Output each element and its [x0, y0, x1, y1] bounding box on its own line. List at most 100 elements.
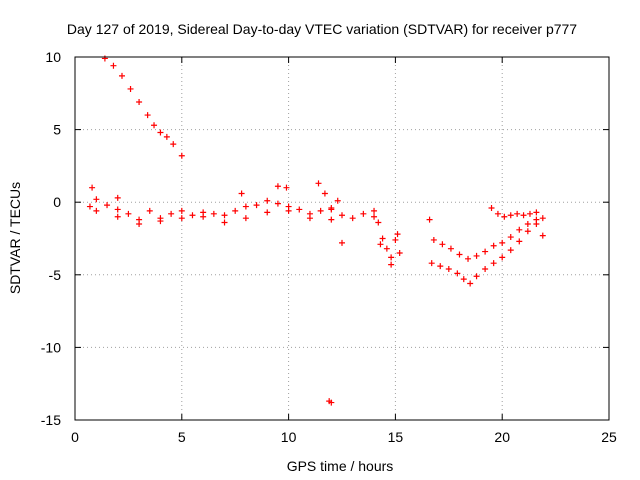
data-point	[533, 220, 540, 227]
data-point	[93, 196, 100, 203]
data-point	[371, 207, 378, 214]
data-point	[473, 252, 480, 259]
data-point	[136, 220, 143, 227]
x-tick-label: 25	[601, 429, 617, 445]
y-tick-label: 5	[53, 122, 61, 138]
data-point	[178, 152, 185, 159]
data-point	[383, 245, 390, 252]
data-point	[86, 203, 93, 210]
data-point	[507, 247, 514, 254]
data-point	[253, 202, 260, 209]
data-point	[482, 248, 489, 255]
data-point	[210, 210, 217, 217]
data-point	[339, 212, 345, 219]
data-point	[151, 122, 158, 129]
data-point	[328, 205, 335, 212]
data-point	[392, 236, 399, 243]
data-points	[86, 55, 546, 406]
data-point	[524, 220, 531, 227]
x-tick-label: 20	[494, 429, 510, 445]
data-point	[467, 280, 474, 287]
data-point	[524, 228, 531, 235]
data-point	[460, 276, 467, 283]
data-point	[296, 206, 303, 213]
data-point	[317, 207, 324, 214]
data-point	[189, 212, 196, 219]
data-point	[514, 210, 521, 217]
data-point	[430, 236, 437, 243]
data-point	[157, 218, 164, 225]
data-point	[178, 207, 185, 214]
data-point	[242, 215, 249, 222]
data-point	[490, 260, 497, 267]
data-point	[454, 270, 461, 277]
data-point	[232, 207, 239, 214]
data-point	[306, 215, 313, 222]
x-tick-label: 10	[281, 429, 297, 445]
data-point	[533, 209, 540, 216]
data-point	[125, 210, 132, 217]
data-point	[516, 238, 523, 245]
y-tick-label: -5	[49, 267, 62, 283]
data-point	[490, 242, 497, 249]
data-point	[285, 207, 292, 214]
y-tick-label: 0	[53, 194, 61, 210]
data-point	[114, 194, 121, 201]
data-point	[360, 210, 367, 217]
data-point	[482, 265, 489, 272]
data-point	[473, 273, 480, 280]
series-segment-14-15-3	[371, 213, 403, 268]
data-point	[114, 213, 121, 220]
data-point	[499, 239, 506, 246]
series-descending-arc	[101, 55, 185, 159]
data-point	[283, 184, 290, 191]
data-point	[465, 255, 472, 262]
series-dip-segment-lower	[428, 220, 540, 287]
data-point	[110, 62, 117, 69]
chart-title: Day 127 of 2019, Sidereal Day-to-day VTE…	[67, 21, 577, 37]
data-point	[445, 265, 452, 272]
data-point	[494, 210, 501, 217]
series-upper-arc-19-5-22	[488, 205, 546, 239]
x-tick-label: 5	[178, 429, 186, 445]
data-point	[428, 260, 435, 267]
data-point	[507, 234, 514, 241]
data-point	[396, 250, 403, 257]
data-point	[437, 263, 444, 270]
x-tick-label: 15	[388, 429, 404, 445]
y-axis-label: SDTVAR / TECUs	[7, 182, 23, 294]
data-point	[328, 216, 335, 223]
data-point	[104, 202, 111, 209]
data-point	[221, 212, 228, 219]
data-point	[274, 183, 281, 190]
data-point	[507, 212, 514, 219]
data-point	[101, 55, 108, 62]
data-point	[170, 141, 177, 148]
x-tick-label: 0	[71, 429, 79, 445]
data-point	[377, 241, 384, 248]
data-point	[178, 215, 185, 222]
data-point	[118, 72, 125, 79]
data-point	[221, 219, 228, 226]
series-band-lower-edge	[93, 207, 335, 227]
data-point	[315, 180, 322, 187]
data-point	[200, 213, 207, 220]
data-point	[339, 239, 345, 246]
x-axis-label: GPS time / hours	[287, 458, 394, 474]
series-dip-segment-upper	[426, 215, 546, 262]
data-point	[114, 206, 121, 213]
data-point	[328, 399, 335, 406]
data-point	[520, 212, 527, 219]
data-point	[501, 213, 508, 220]
data-point	[349, 215, 356, 222]
data-point	[388, 261, 395, 268]
data-point	[499, 254, 506, 261]
data-point	[379, 235, 386, 242]
data-point	[127, 85, 134, 92]
y-tick-label: 10	[45, 49, 61, 65]
data-point	[439, 241, 446, 248]
data-point	[526, 210, 533, 217]
series-outlier	[326, 398, 335, 406]
data-point	[144, 112, 151, 119]
